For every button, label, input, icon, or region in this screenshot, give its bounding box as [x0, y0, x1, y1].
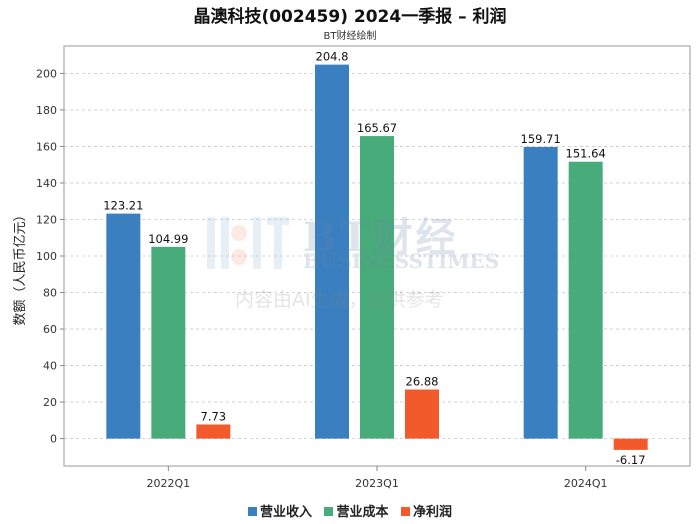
y-tick-label: 180 — [36, 104, 57, 117]
data-label-cost-2022Q1: 104.99 — [148, 232, 188, 246]
y-tick-label: 0 — [50, 433, 57, 446]
x-tick-label: 2022Q1 — [147, 477, 191, 490]
y-axis-label: 数额（人民币亿元） — [13, 208, 28, 325]
y-tick-label: 200 — [36, 67, 57, 80]
data-label-cost-2023Q1: 165.67 — [357, 121, 397, 135]
legend-swatch-profit — [401, 507, 411, 516]
y-tick-label: 60 — [43, 323, 57, 336]
bar-revenue-2024Q1 — [523, 146, 558, 439]
bar-cost-2022Q1 — [151, 246, 186, 439]
legend-label-profit: 净利润 — [413, 505, 453, 520]
bar-cost-2024Q1 — [568, 161, 603, 439]
data-label-revenue-2024Q1: 159.71 — [521, 132, 561, 146]
data-label-profit-2023Q1: 26.88 — [406, 375, 439, 389]
legend-swatch-cost — [324, 507, 334, 516]
legend: 营业收入 营业成本 净利润 — [0, 501, 700, 520]
data-label-profit-2024Q1: -6.17 — [616, 453, 646, 467]
data-label-profit-2022Q1: 7.73 — [201, 409, 227, 423]
data-label-cost-2024Q1: 151.64 — [566, 147, 606, 161]
data-label-revenue-2022Q1: 123.21 — [103, 199, 143, 213]
legend-item-cost: 营业成本 — [324, 501, 389, 520]
bar-profit-2024Q1 — [613, 438, 648, 450]
data-label-revenue-2023Q1: 204.8 — [316, 50, 349, 64]
x-tick-label: 2023Q1 — [355, 477, 399, 490]
y-tick-label: 160 — [36, 140, 57, 153]
legend-label-cost: 营业成本 — [336, 505, 389, 520]
legend-swatch-revenue — [247, 507, 257, 516]
bar-revenue-2022Q1 — [106, 213, 141, 439]
y-tick-label: 20 — [43, 396, 57, 409]
x-tick-label: 2024Q1 — [564, 477, 608, 490]
bar-revenue-2023Q1 — [315, 64, 349, 439]
y-tick-label: 120 — [36, 213, 57, 226]
chart-title: 晶澳科技(002459) 2024一季报 – 利润 — [193, 7, 507, 27]
chart-subtitle: BT财经绘制 — [323, 31, 377, 42]
legend-item-profit: 净利润 — [401, 501, 452, 520]
bar-profit-2022Q1 — [196, 424, 231, 439]
legend-item-revenue: 营业收入 — [247, 501, 312, 520]
y-tick-label: 40 — [43, 360, 57, 373]
legend-label-revenue: 营业收入 — [259, 505, 312, 520]
bar-profit-2023Q1 — [405, 389, 439, 439]
y-tick-label: 140 — [36, 177, 57, 190]
y-tick-label: 80 — [43, 287, 57, 300]
bar-cost-2023Q1 — [360, 136, 394, 439]
y-tick-label: 100 — [36, 250, 57, 263]
